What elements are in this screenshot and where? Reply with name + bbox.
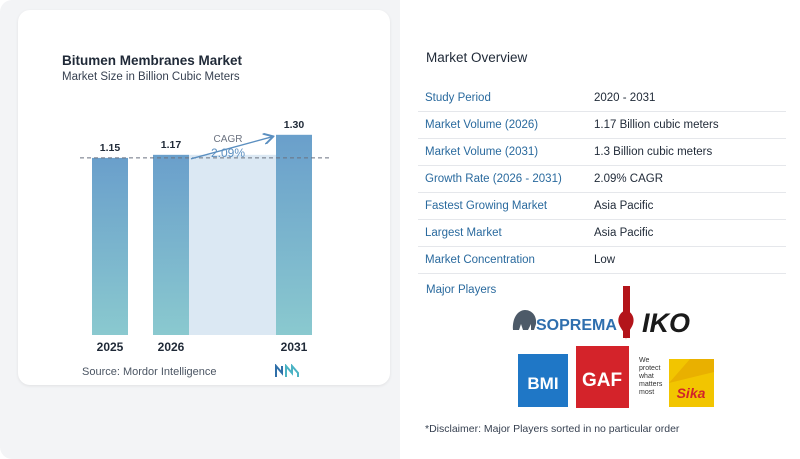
x-tick-label: 2025 <box>97 340 124 354</box>
mordor-intelligence-logo <box>275 364 299 377</box>
overview-label: Fastest Growing Market <box>425 200 548 212</box>
overview-row-volume-2026: Market Volume (2026) 1.17 Billion cubic … <box>418 112 786 139</box>
chart-subtitle: Market Size in Billion Cubic Meters <box>62 71 240 83</box>
overview-label: Market Volume (2026) <box>425 119 539 131</box>
overview-row-study-period: Study Period 2020 - 2031 <box>418 85 786 112</box>
overview-label: Market Volume (2031) <box>425 146 539 158</box>
bar-2025 <box>92 157 128 335</box>
cagr-band <box>189 154 276 335</box>
value-label: 1.17 <box>161 139 182 151</box>
cagr-label: CAGR <box>214 134 243 145</box>
overview-row-concentration: Market Concentration Low <box>418 247 786 274</box>
disclaimer-text: *Disclaimer: Major Players sorted in no … <box>425 423 680 435</box>
overview-value: 2020 - 2031 <box>594 92 656 104</box>
x-tick-label: 2031 <box>281 340 308 354</box>
overview-value: Asia Pacific <box>594 200 654 212</box>
overview-row-growth-rate: Growth Rate (2026 - 2031) 2.09% CAGR <box>418 166 786 193</box>
overview-row-volume-2031: Market Volume (2031) 1.3 Billion cubic m… <box>418 139 786 166</box>
overview-label: Growth Rate (2026 - 2031) <box>425 173 562 185</box>
chart-title: Bitumen Membranes Market <box>62 53 243 68</box>
overview-value: 1.17 Billion cubic meters <box>594 119 719 131</box>
overview-value: Asia Pacific <box>594 227 654 239</box>
overview-row-largest-market: Largest Market Asia Pacific <box>418 220 786 247</box>
major-players-title: Major Players <box>426 284 497 296</box>
cagr-arrow <box>190 137 272 160</box>
overview-label: Market Concentration <box>425 254 535 266</box>
value-label: 1.30 <box>284 119 305 131</box>
overview-label: Study Period <box>425 92 491 104</box>
overview-label: Largest Market <box>425 227 502 239</box>
x-tick-label: 2026 <box>158 340 185 354</box>
overview-value: Low <box>594 254 616 266</box>
cagr-value: 2.09% <box>211 146 245 160</box>
overview-row-fastest-growing: Fastest Growing Market Asia Pacific <box>418 193 786 220</box>
bar-2031 <box>276 134 312 335</box>
source-text: Source: Mordor Intelligence <box>82 366 217 378</box>
overview-title: Market Overview <box>426 50 528 65</box>
value-label: 1.15 <box>100 142 121 154</box>
overview-value: 1.3 Billion cubic meters <box>594 146 713 158</box>
overview-value: 2.09% CAGR <box>594 173 664 185</box>
bar-2026 <box>153 154 189 335</box>
